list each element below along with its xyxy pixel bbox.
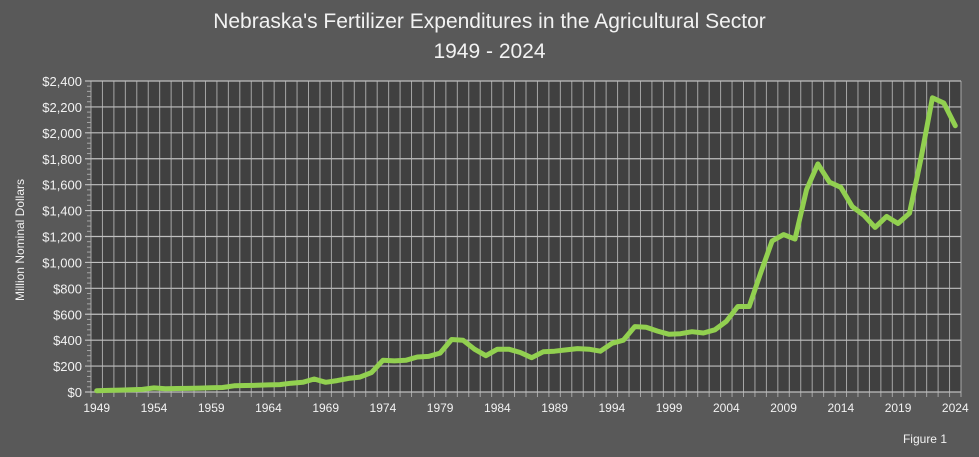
chart-title: Nebraska's Fertilizer Expenditures in th…	[213, 10, 766, 33]
x-tick-label: 1949	[83, 401, 110, 415]
series-line	[94, 95, 958, 394]
y-tick-label: $1,600	[42, 178, 82, 193]
y-tick-label: $1,800	[42, 152, 82, 167]
figure-label: Figure 1	[902, 432, 947, 446]
x-tick-label: 1979	[427, 401, 454, 415]
chart-subtitle: 1949 - 2024	[433, 40, 546, 63]
x-tick-label: 1994	[599, 401, 626, 415]
y-tick-label: $1,000	[42, 255, 82, 270]
x-tick-label: 1999	[656, 401, 683, 415]
y-axis-label: Million Nominal Dollars	[13, 178, 27, 302]
x-tick-label: 1954	[141, 401, 168, 415]
y-tick-label: $400	[53, 333, 82, 348]
x-tick-label: 2004	[713, 401, 740, 415]
y-tick-label: $800	[53, 281, 82, 296]
y-tick-label: $2,200	[42, 100, 82, 115]
x-tick-label: 2024	[942, 401, 969, 415]
x-tick-label: 1964	[255, 401, 282, 415]
y-tick-label: $1,200	[42, 230, 82, 245]
y-tick-label: $600	[53, 307, 82, 322]
y-tick-label: $2,000	[42, 126, 82, 141]
x-tick-label: 1959	[198, 401, 225, 415]
x-tick-label: 1969	[312, 401, 339, 415]
x-tick-label: 2019	[885, 401, 912, 415]
x-tick-label: 2014	[827, 401, 854, 415]
x-tick-label: 1974	[370, 401, 397, 415]
y-tick-label: $0	[68, 385, 82, 400]
x-tick-label: 1989	[541, 401, 568, 415]
x-tick-label: 2009	[770, 401, 797, 415]
y-tick-label: $200	[53, 359, 82, 374]
x-tick-label: 1984	[484, 401, 511, 415]
y-tick-label: $1,400	[42, 204, 82, 219]
y-tick-label: $2,400	[42, 74, 82, 89]
